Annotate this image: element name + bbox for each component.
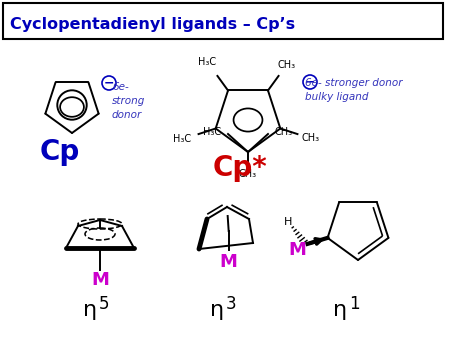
Text: 5: 5 [99, 295, 109, 313]
Text: M: M [91, 271, 109, 289]
Text: Cyclopentadienyl ligands – Cp’s: Cyclopentadienyl ligands – Cp’s [10, 17, 295, 31]
Text: CH₃: CH₃ [278, 59, 296, 70]
Text: M: M [288, 241, 306, 259]
FancyBboxPatch shape [3, 3, 443, 39]
Text: −: − [104, 76, 114, 90]
Text: M: M [220, 253, 238, 271]
Text: η: η [333, 300, 347, 320]
Text: CH₃: CH₃ [239, 169, 257, 179]
Text: η: η [210, 300, 224, 320]
Text: −: − [305, 75, 315, 89]
Text: H₃C: H₃C [173, 134, 191, 144]
Text: 1: 1 [349, 295, 359, 313]
Text: Cp*: Cp* [212, 154, 267, 182]
Text: H: H [284, 217, 292, 227]
Text: 3: 3 [226, 295, 236, 313]
Text: H₃C: H₃C [203, 127, 221, 137]
Text: H₃C: H₃C [198, 57, 216, 67]
Text: Cp: Cp [40, 138, 80, 166]
Text: CH₃: CH₃ [302, 134, 320, 143]
Text: 6e- stronger donor
bulky ligand: 6e- stronger donor bulky ligand [305, 78, 402, 102]
Text: CH₃: CH₃ [275, 127, 293, 137]
Text: η: η [83, 300, 97, 320]
Text: 6e-
strong
donor: 6e- strong donor [112, 82, 145, 120]
